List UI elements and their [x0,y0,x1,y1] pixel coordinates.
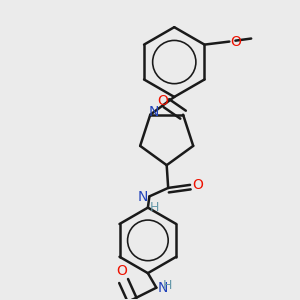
Text: N: N [158,281,168,295]
Text: N: N [148,105,158,119]
Text: H: H [150,201,159,214]
Text: O: O [157,94,168,108]
Text: H: H [163,279,172,292]
Text: N: N [138,190,148,204]
Text: O: O [117,264,128,278]
Text: O: O [192,178,203,192]
Text: O: O [231,34,242,49]
